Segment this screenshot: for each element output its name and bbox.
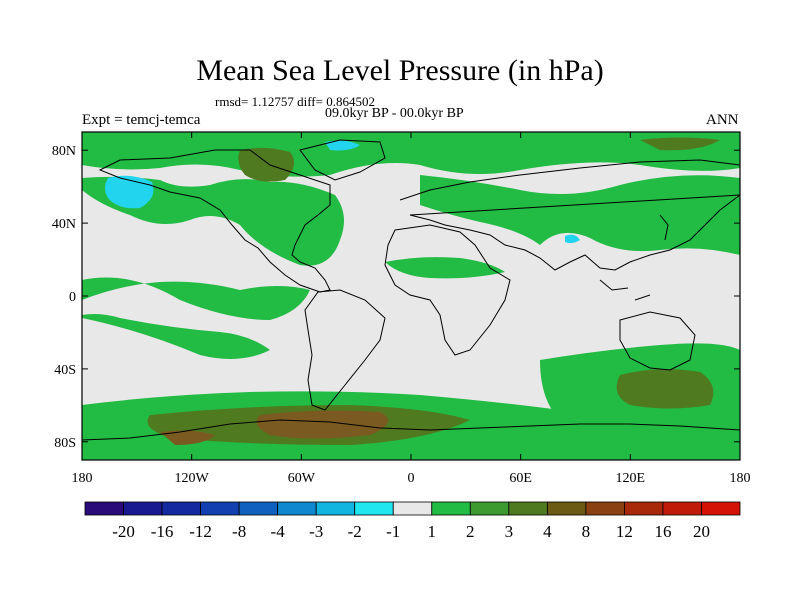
lon-label: 60E — [509, 471, 532, 486]
stats-text: rmsd= 1.12757 diff= 0.864502 — [215, 94, 375, 109]
coast-antarctica — [82, 419, 740, 441]
lon-label: 180 — [72, 471, 93, 486]
coast-namerica — [98, 149, 331, 293]
colorbar-label: 20 — [693, 522, 710, 541]
colorbar-label: 8 — [582, 522, 591, 541]
map-title: Mean Sea Level Pressure (in hPa) — [196, 54, 604, 87]
coast-greenland — [299, 139, 386, 181]
field-brown-antarctic — [256, 410, 388, 439]
coast-samerica — [304, 289, 386, 411]
colorbar-swatch — [546, 501, 587, 516]
colorbar-swatch — [238, 501, 279, 516]
lon-label: 180 — [730, 471, 751, 486]
colorbar-label: -1 — [386, 522, 400, 541]
colorbar-label: 2 — [466, 522, 475, 541]
coastlines — [82, 139, 740, 441]
colorbar-swatch — [585, 501, 625, 516]
colorbar-label: -4 — [271, 522, 286, 541]
colorbar-swatch — [624, 501, 664, 516]
field-olive-siberia — [640, 137, 720, 151]
field-cyan-alaska — [105, 175, 154, 209]
field-green-eurasia — [420, 175, 740, 255]
colorbar-label: 4 — [543, 522, 552, 541]
colorbar-label: 16 — [654, 522, 671, 541]
field-green-pacific — [82, 277, 310, 320]
colorbar-swatch — [84, 501, 124, 516]
lon-label: 120E — [616, 471, 646, 486]
colorbar-swatch — [701, 501, 741, 516]
colorbar-swatch — [200, 501, 240, 516]
season-label: ANN — [706, 112, 739, 128]
field-olive-sindian — [616, 369, 714, 409]
colorbar-swatch — [277, 501, 317, 516]
anomaly-field — [82, 132, 740, 460]
lat-label: 80S — [54, 436, 76, 451]
field-green-spacific — [82, 314, 270, 359]
colorbar-label: 3 — [505, 522, 514, 541]
colorbar-label: -8 — [232, 522, 246, 541]
colorbar-label: -20 — [112, 522, 135, 541]
colorbar-swatch — [161, 501, 201, 516]
colorbar-label: 12 — [616, 522, 633, 541]
lon-axis: 180 120W 60W 0 60E 120E 180 — [72, 132, 751, 486]
colorbar-label: -3 — [309, 522, 323, 541]
colorbar-label: -2 — [348, 522, 362, 541]
lon-label: 60W — [288, 471, 316, 486]
experiment-label: Expt = temcj-temca — [82, 112, 201, 128]
colorbar-swatch — [123, 501, 163, 516]
colorbar-label: -16 — [151, 522, 174, 541]
lon-label: 120W — [175, 471, 210, 486]
field-cyan-arctic — [325, 140, 360, 151]
coast-australia — [619, 311, 696, 371]
colorbar-swatch — [354, 501, 394, 516]
colorbar-swatch — [392, 501, 433, 516]
period-text: 09.0kyr BP - 00.0kyr BP — [325, 106, 464, 121]
lat-label: 80N — [52, 144, 76, 159]
colorbar-label: 1 — [428, 522, 437, 541]
lat-axis: 80N 40N 0 40S 80S — [52, 144, 740, 451]
colorbar-swatch — [431, 501, 471, 516]
lat-label: 40N — [52, 217, 76, 232]
lat-label: 0 — [69, 290, 76, 305]
colorbar-swatch — [469, 501, 510, 516]
colorbar-label: -12 — [189, 522, 212, 541]
lon-label: 0 — [408, 471, 415, 486]
colorbar-swatch — [508, 501, 548, 516]
coast-indonesia — [599, 279, 651, 301]
colorbar: -20 -16 -12 -8 -4 -3 -2 -1 1 2 3 4 8 12 16 20 — [84, 501, 741, 541]
field-olive-greenland — [238, 147, 294, 182]
lat-label: 40S — [54, 363, 76, 378]
colorbar-swatch — [662, 501, 702, 516]
field-cyan-asia — [565, 234, 580, 244]
coast-africa — [384, 224, 511, 356]
coast-eurasia — [399, 159, 740, 271]
field-green-sahel — [385, 257, 505, 279]
coast-japan — [659, 214, 669, 241]
field-brown-ross — [160, 430, 215, 445]
colorbar-swatch — [315, 501, 356, 516]
